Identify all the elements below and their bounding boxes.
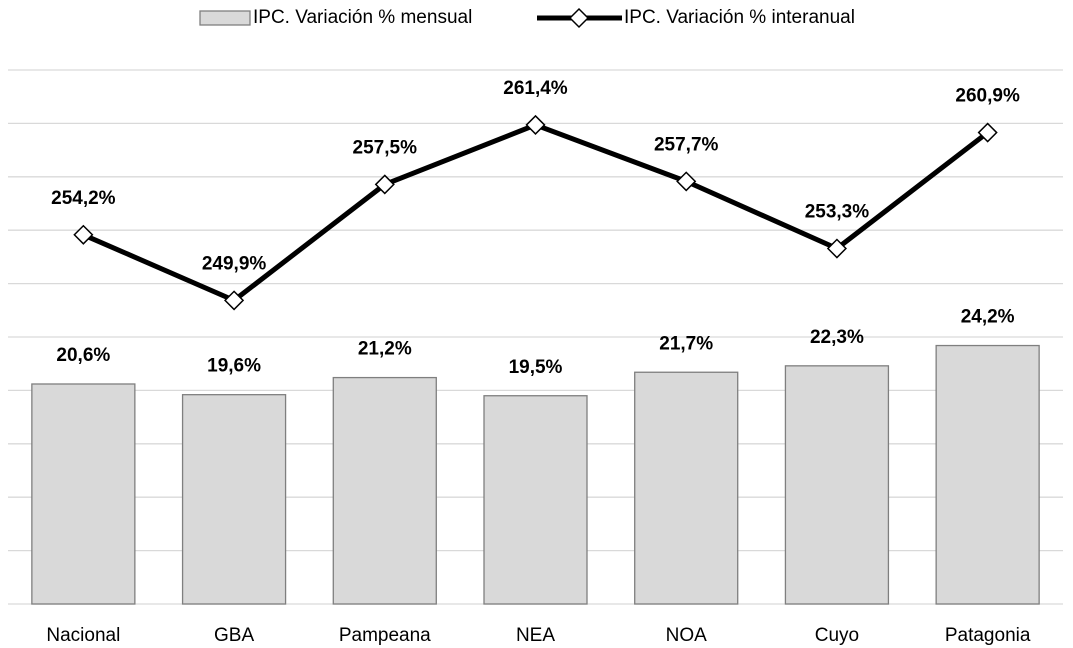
- marker: [374, 174, 395, 195]
- bar: [181, 394, 287, 605]
- data-label: 20,6%: [56, 345, 110, 366]
- x-tick-label: Patagonia: [945, 625, 1031, 646]
- data-label: 257,5%: [353, 137, 418, 158]
- bar: [784, 365, 890, 605]
- data-label: 19,5%: [509, 357, 563, 378]
- x-tick-label: Cuyo: [815, 625, 859, 646]
- legend-swatch: [199, 10, 251, 26]
- data-label: 260,9%: [955, 86, 1020, 107]
- data-label: 254,2%: [51, 188, 116, 209]
- data-label: 261,4%: [503, 78, 568, 99]
- x-tick-label: Nacional: [46, 625, 120, 646]
- data-label: 19,6%: [207, 356, 261, 377]
- marker: [73, 224, 94, 245]
- bar: [483, 395, 588, 605]
- data-label: 21,7%: [659, 333, 713, 354]
- data-label: 253,3%: [805, 202, 870, 223]
- data-label: 257,7%: [654, 134, 719, 155]
- marker: [525, 114, 546, 135]
- marker: [977, 122, 998, 143]
- marker: [224, 290, 245, 311]
- x-tick-label: GBA: [214, 625, 254, 646]
- x-tick-label: Pampeana: [339, 625, 431, 646]
- marker: [676, 171, 697, 192]
- x-tick-label: NEA: [516, 625, 555, 646]
- marker: [826, 238, 847, 259]
- legend-label: IPC. Variación % mensual: [253, 7, 472, 28]
- bar: [935, 344, 1040, 605]
- bar: [31, 383, 136, 605]
- data-label: 21,2%: [358, 339, 412, 360]
- x-tick-label: NOA: [666, 625, 708, 646]
- bar: [332, 376, 437, 605]
- legend-label: IPC. Variación % interanual: [624, 7, 855, 28]
- data-label: 24,2%: [961, 307, 1015, 328]
- data-label: 22,3%: [810, 327, 864, 348]
- bar: [634, 371, 739, 605]
- data-label: 249,9%: [202, 253, 267, 274]
- legend-marker: [568, 7, 590, 29]
